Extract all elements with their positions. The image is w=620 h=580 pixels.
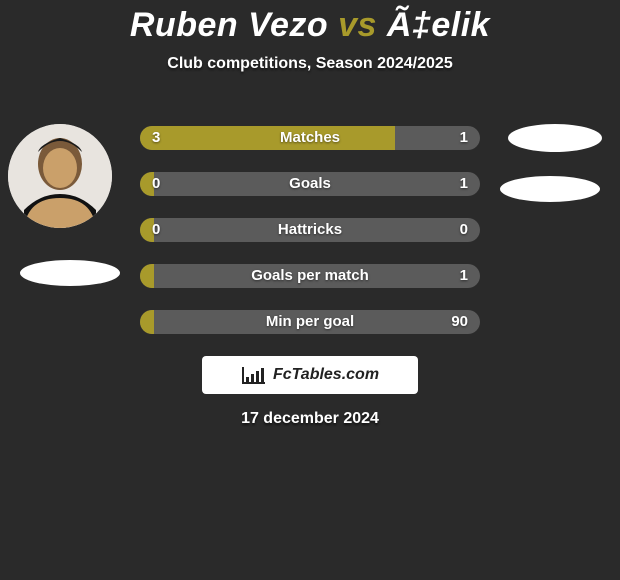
brand-box: FcTables.com — [202, 356, 418, 394]
player1-avatar — [8, 124, 112, 228]
subtitle: Club competitions, Season 2024/2025 — [0, 55, 620, 73]
player1-flag — [20, 260, 120, 286]
bar-right-value: 0 — [460, 218, 468, 242]
bar-right-value: 1 — [460, 126, 468, 150]
bar-label: Goals per match — [140, 264, 480, 288]
bar-right-value: 1 — [460, 172, 468, 196]
bar-label: Goals — [140, 172, 480, 196]
brand-text: FcTables.com — [273, 366, 379, 384]
comparison-bars: 3 Matches 1 0 Goals 1 0 Hattricks 0 Goal… — [140, 126, 480, 356]
bar-label: Min per goal — [140, 310, 480, 334]
bar-goals-per-match: Goals per match 1 — [140, 264, 480, 288]
bar-goals: 0 Goals 1 — [140, 172, 480, 196]
chart-icon — [241, 365, 267, 385]
bar-label: Matches — [140, 126, 480, 150]
title-vs: vs — [338, 6, 377, 44]
bar-right-value: 90 — [451, 310, 468, 334]
title-player1: Ruben Vezo — [130, 6, 328, 44]
bar-hattricks: 0 Hattricks 0 — [140, 218, 480, 242]
player2-avatar — [508, 124, 602, 152]
title-player2: Ã‡elik — [387, 6, 490, 44]
date: 17 december 2024 — [0, 410, 620, 428]
bar-min-per-goal: Min per goal 90 — [140, 310, 480, 334]
bar-label: Hattricks — [140, 218, 480, 242]
bar-matches: 3 Matches 1 — [140, 126, 480, 150]
avatar-placeholder-icon — [8, 124, 112, 228]
bar-right-value: 1 — [460, 264, 468, 288]
player2-flag — [500, 176, 600, 202]
